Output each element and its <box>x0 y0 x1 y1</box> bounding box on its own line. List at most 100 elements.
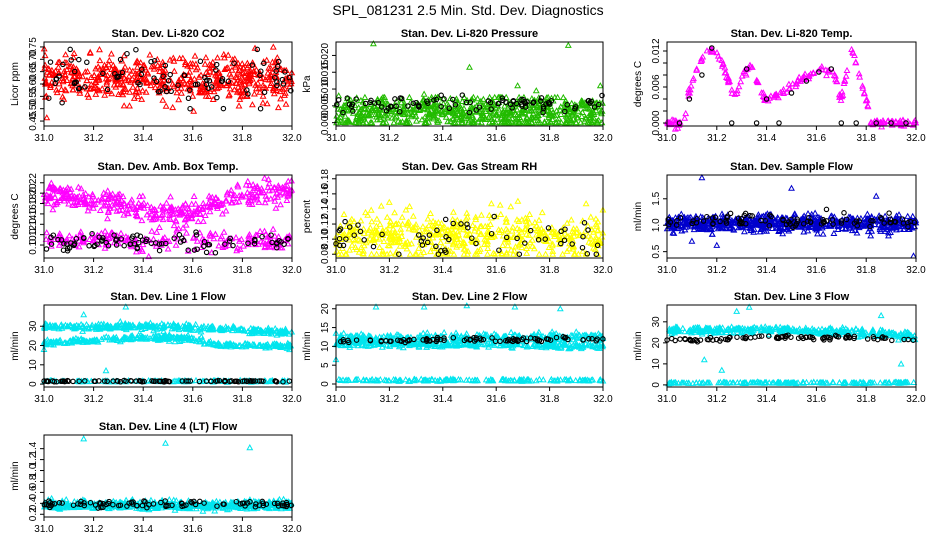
data-point <box>86 235 93 242</box>
data-point <box>685 92 693 99</box>
data-point <box>51 235 59 242</box>
data-point <box>538 98 544 104</box>
data-point <box>357 116 365 124</box>
data-point <box>246 200 254 207</box>
data-point <box>271 193 279 200</box>
data-point <box>405 93 413 100</box>
data-point <box>265 73 273 80</box>
data-points <box>333 197 607 257</box>
data-point <box>233 74 241 81</box>
data-point <box>192 81 199 88</box>
data-point <box>234 181 242 188</box>
data-point <box>273 68 279 74</box>
data-point <box>213 67 219 73</box>
data-point <box>231 60 237 66</box>
data-point <box>259 99 267 106</box>
data-point <box>450 228 458 235</box>
data-point <box>268 232 274 238</box>
x-tick-label: 31.8 <box>856 265 876 276</box>
y-tick-label: 0.75 <box>28 37 39 57</box>
data-point <box>119 69 126 76</box>
data-point <box>236 245 244 252</box>
data-point <box>578 97 586 104</box>
data-point <box>181 215 189 222</box>
data-point <box>138 71 145 78</box>
data-point <box>92 65 100 72</box>
data-point <box>525 118 533 126</box>
y-tick-label: 0.18 <box>28 193 39 213</box>
data-point <box>180 237 187 244</box>
data-point <box>482 107 490 114</box>
data-point <box>87 84 95 91</box>
data-point <box>540 109 546 116</box>
data-point <box>448 223 456 230</box>
data-point <box>167 71 173 78</box>
data-point <box>464 250 471 257</box>
data-point <box>110 64 118 72</box>
data-point <box>447 247 455 254</box>
data-point <box>103 80 111 87</box>
data-point <box>851 51 858 58</box>
data-point <box>444 227 452 234</box>
data-point <box>859 84 867 91</box>
data-point <box>97 229 105 236</box>
y-tick-label: 0.16 <box>28 204 39 224</box>
data-point <box>230 242 236 249</box>
x-tick-label: 31.8 <box>233 394 253 405</box>
data-point <box>128 196 136 203</box>
data-point <box>263 56 271 63</box>
data-point <box>267 81 274 89</box>
data-point <box>444 101 452 109</box>
data-point <box>852 59 860 66</box>
data-point <box>57 187 65 194</box>
data-point <box>77 185 85 192</box>
data-point <box>162 62 169 69</box>
data-point <box>70 378 76 385</box>
data-point <box>727 210 734 217</box>
data-point <box>96 56 104 64</box>
data-point <box>126 88 134 95</box>
data-point <box>904 212 912 219</box>
x-tick-label: 31.4 <box>433 265 453 276</box>
data-point <box>276 87 284 95</box>
data-point <box>145 252 153 260</box>
data-point <box>264 69 272 76</box>
data-points <box>333 40 606 126</box>
data-point <box>771 91 779 98</box>
data-point <box>343 107 351 114</box>
data-point <box>222 207 230 214</box>
data-point <box>387 222 395 229</box>
data-point <box>487 199 495 207</box>
data-point <box>496 201 504 208</box>
data-point <box>159 210 167 217</box>
data-point <box>51 70 58 77</box>
data-point <box>433 96 440 103</box>
data-point <box>225 90 233 98</box>
data-point <box>126 102 133 109</box>
data-point <box>251 240 258 247</box>
data-point <box>166 215 174 222</box>
data-point <box>234 68 242 75</box>
data-point <box>842 72 850 79</box>
data-point <box>572 104 579 110</box>
data-point <box>523 220 531 227</box>
data-point <box>201 82 209 89</box>
data-point <box>219 76 226 82</box>
data-point <box>185 95 192 102</box>
y-axis-label: degrees C <box>633 61 644 107</box>
data-point <box>123 209 131 216</box>
data-point <box>197 71 205 78</box>
data-point <box>184 211 192 218</box>
x-tick-label: 31.4 <box>757 133 777 144</box>
data-point <box>278 239 284 245</box>
data-point <box>74 72 82 80</box>
data-point <box>177 89 185 96</box>
data-point <box>168 88 174 95</box>
data-point <box>526 239 534 246</box>
data-point <box>151 213 159 220</box>
data-point <box>465 118 473 126</box>
data-point <box>197 88 205 95</box>
data-point <box>102 75 110 82</box>
data-point <box>214 94 220 101</box>
